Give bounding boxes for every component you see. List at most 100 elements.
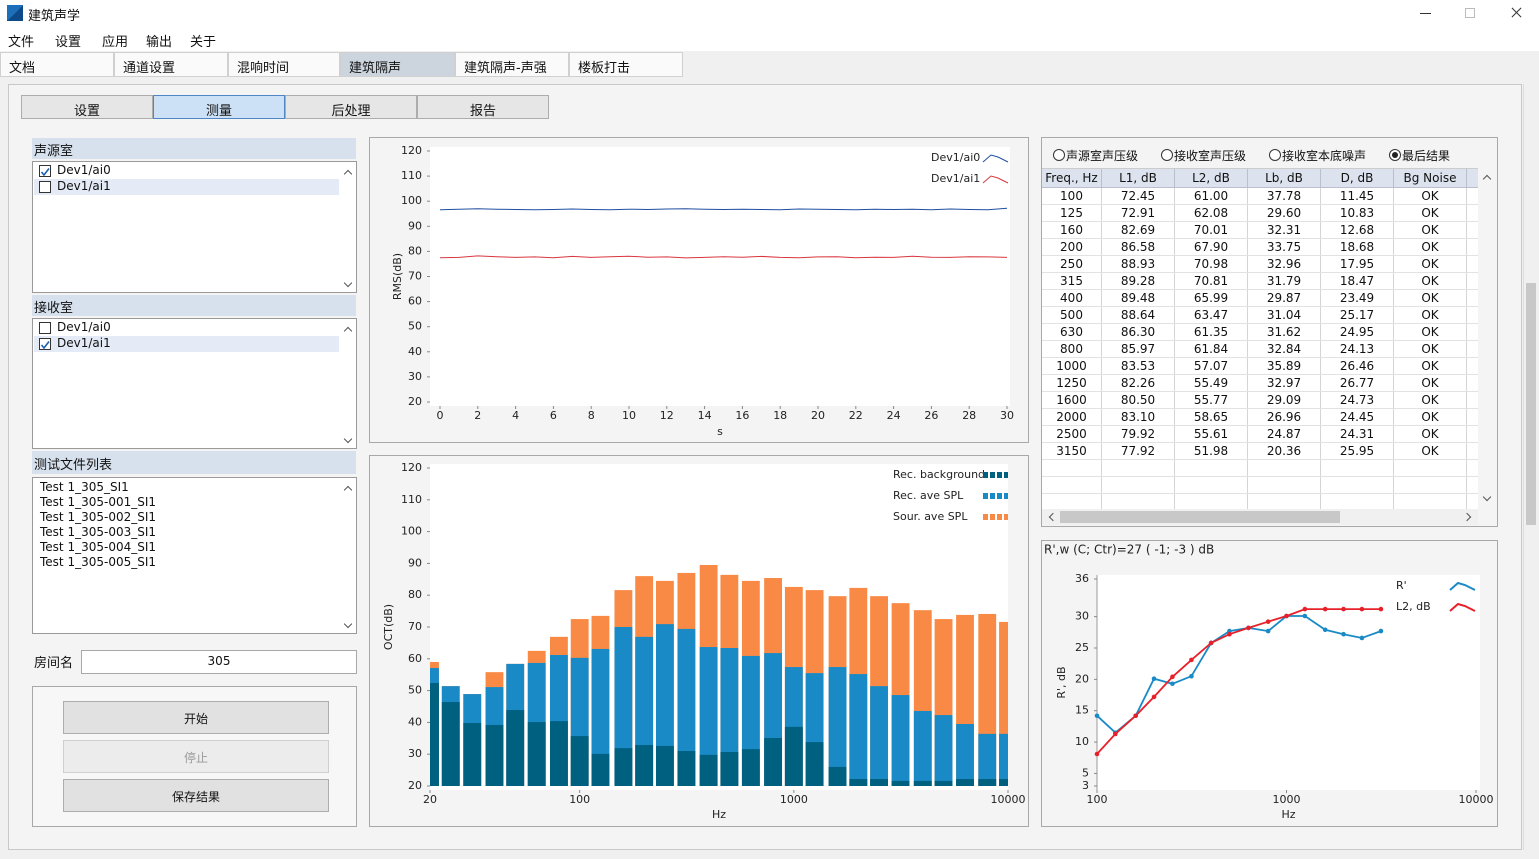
checkbox[interactable] xyxy=(39,338,51,350)
group-header: 声源室 xyxy=(32,138,356,159)
channel-label[interactable]: Dev1/ai0 xyxy=(57,320,111,334)
table-cell: 72.45 xyxy=(1101,187,1175,205)
table-cell xyxy=(1247,459,1321,477)
subtab[interactable]: 报告 xyxy=(417,95,549,119)
table-cell: 83.10 xyxy=(1101,408,1175,426)
table-cell xyxy=(1466,425,1478,443)
table-row: 2000 83.10 58.65 26.96 24.45 OK xyxy=(1042,408,1478,426)
subtab[interactable]: 设置 xyxy=(21,95,153,119)
table-cell: 57.07 xyxy=(1174,357,1248,375)
scroll-arrow[interactable] xyxy=(343,169,353,179)
table-row: 1600 80.50 55.77 29.09 24.73 OK xyxy=(1042,391,1478,409)
subtab[interactable]: 后处理 xyxy=(285,95,417,119)
table-cell: 24.95 xyxy=(1320,323,1394,341)
tab[interactable]: 建筑隔声-声强 xyxy=(455,52,569,77)
scroll-arrow[interactable] xyxy=(343,326,353,336)
subtab[interactable]: 测量 xyxy=(153,95,285,119)
scroll-arrow[interactable] xyxy=(343,434,353,444)
menu-item[interactable]: 设置 xyxy=(55,35,82,50)
table-cell: 31.79 xyxy=(1247,272,1321,290)
table-cell: OK xyxy=(1393,374,1467,392)
table-cell: 29.87 xyxy=(1247,289,1321,307)
table-cell xyxy=(1466,204,1478,222)
table-cell: 32.84 xyxy=(1247,340,1321,358)
menu-item[interactable]: 应用 xyxy=(102,35,129,50)
scroll-arrow[interactable] xyxy=(343,485,353,495)
tab[interactable]: 通道设置 xyxy=(114,52,228,77)
table-cell xyxy=(1320,493,1394,509)
table-cell: OK xyxy=(1393,391,1467,409)
file-item[interactable]: Test 1_305-001_SI1 xyxy=(40,495,157,509)
results-table: Freq., Hz L1, dB L2, dB Lb, dB D, dB Bg Noise… xyxy=(1042,169,1478,509)
button[interactable]: 开始 xyxy=(63,701,329,734)
scroll-thumb[interactable] xyxy=(1526,283,1536,525)
menu-item[interactable]: 文件 xyxy=(8,35,35,50)
radio-label[interactable]: 接收室本底噪声 xyxy=(1282,149,1367,163)
channel-label[interactable]: Dev1/ai0 xyxy=(57,163,111,177)
file-item[interactable]: Test 1_305_SI1 xyxy=(40,480,129,494)
table-cell: 25.17 xyxy=(1320,306,1394,324)
tab[interactable]: 楼板打击 xyxy=(569,52,683,77)
table-cell: OK xyxy=(1393,323,1467,341)
room-name-input[interactable]: 305 xyxy=(81,650,357,674)
radio-label[interactable]: 最后结果 xyxy=(1402,149,1451,163)
table-cell: 61.84 xyxy=(1174,340,1248,358)
list-row: Dev1/ai0 xyxy=(34,163,339,179)
file-item[interactable]: Test 1_305-002_SI1 xyxy=(40,510,157,524)
table-cell xyxy=(1466,459,1478,477)
tab[interactable]: 文档 xyxy=(0,52,114,77)
table-cell xyxy=(1466,255,1478,273)
tab[interactable]: 建筑隔声 xyxy=(340,52,455,77)
table-cell: 18.47 xyxy=(1320,272,1394,290)
radio-button[interactable] xyxy=(1053,149,1065,161)
radio-label[interactable]: 接收室声压级 xyxy=(1174,149,1247,163)
button[interactable]: 保存结果 xyxy=(63,779,329,812)
minimize-button[interactable] xyxy=(1420,13,1431,14)
table-cell: OK xyxy=(1393,221,1467,239)
table-cell: 24.45 xyxy=(1320,408,1394,426)
table-cell: 86.30 xyxy=(1101,323,1175,341)
table-cell: 23.49 xyxy=(1320,289,1394,307)
list-row: Dev1/ai0 xyxy=(34,320,339,336)
channel-label[interactable]: Dev1/ai1 xyxy=(57,336,111,350)
tab[interactable]: 混响时间 xyxy=(228,52,340,77)
table-row: 200 86.58 67.90 33.75 18.68 OK xyxy=(1042,238,1478,256)
table-cell: 79.92 xyxy=(1101,425,1175,443)
table-cell: 70.01 xyxy=(1174,221,1248,239)
radio-button[interactable] xyxy=(1389,149,1401,161)
file-item[interactable]: Test 1_305-003_SI1 xyxy=(40,525,157,539)
table-row: 160 82.69 70.01 32.31 12.68 OK xyxy=(1042,221,1478,239)
menu-item[interactable]: 输出 xyxy=(146,35,173,50)
channel-label[interactable]: Dev1/ai1 xyxy=(57,179,111,193)
radio-button[interactable] xyxy=(1161,149,1173,161)
table-cell xyxy=(1466,476,1478,494)
checkbox[interactable] xyxy=(39,181,51,193)
table-cell: 2000 xyxy=(1042,408,1102,426)
menu-item[interactable]: 关于 xyxy=(190,35,217,50)
table-cell xyxy=(1466,306,1478,324)
table-cell: 63.47 xyxy=(1174,306,1248,324)
checkbox[interactable] xyxy=(39,322,51,334)
table-cell: OK xyxy=(1393,255,1467,273)
table-cell: 32.97 xyxy=(1247,374,1321,392)
table-cell: 2500 xyxy=(1042,425,1102,443)
chart-panel xyxy=(369,455,1029,827)
maximize-button[interactable] xyxy=(1465,8,1475,18)
table-cell xyxy=(1174,493,1248,509)
table-cell: 58.65 xyxy=(1174,408,1248,426)
file-item[interactable]: Test 1_305-005_SI1 xyxy=(40,555,157,569)
radio-label[interactable]: 声源室声压级 xyxy=(1066,149,1139,163)
table-cell xyxy=(1247,493,1321,509)
scroll-arrow[interactable] xyxy=(343,278,353,288)
table-cell: 315 xyxy=(1042,272,1102,290)
table-cell xyxy=(1466,221,1478,239)
checkbox[interactable] xyxy=(39,165,51,177)
table-cell: 24.13 xyxy=(1320,340,1394,358)
scroll-arrow[interactable] xyxy=(343,619,353,629)
scroll-thumb[interactable] xyxy=(1060,511,1340,523)
table-cell: 82.69 xyxy=(1101,221,1175,239)
file-item[interactable]: Test 1_305-004_SI1 xyxy=(40,540,157,554)
column-header: Bg Noise xyxy=(1393,169,1467,188)
radio-button[interactable] xyxy=(1269,149,1281,161)
list-row: Dev1/ai1 xyxy=(34,336,339,352)
